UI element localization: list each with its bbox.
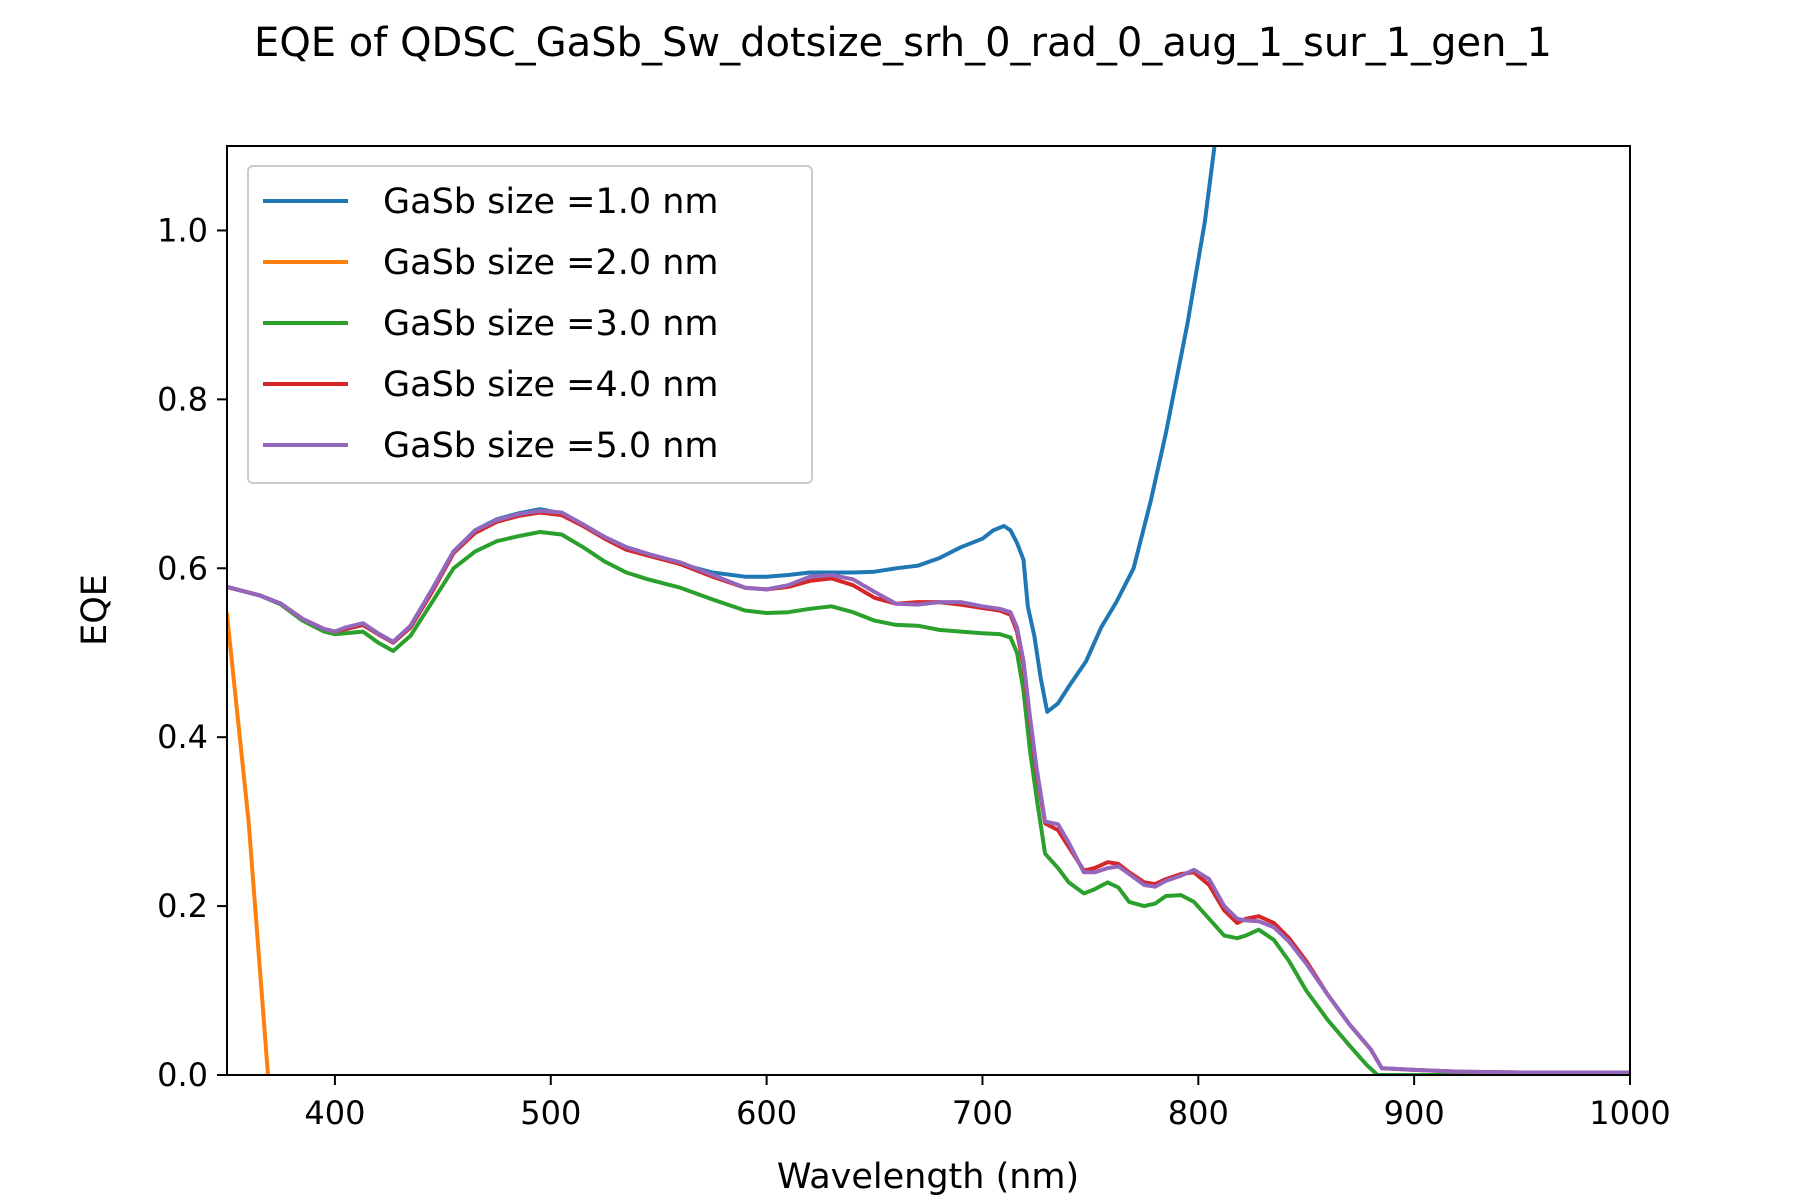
- chart-title: EQE of QDSC_GaSb_Sw_dotsize_srh_0_rad_0_…: [254, 20, 1552, 66]
- legend-label: GaSb size =4.0 nm: [383, 365, 719, 405]
- legend: GaSb size =1.0 nm GaSb size =2.0 nm GaSb s…: [247, 165, 813, 484]
- y-tick-label: 0.4: [157, 718, 208, 756]
- x-axis-label: Wavelength (nm): [777, 1157, 1079, 1197]
- y-tick-label: 0.8: [157, 380, 208, 418]
- x-tick-label: 400: [304, 1094, 365, 1132]
- legend-label: GaSb size =1.0 nm: [383, 182, 719, 222]
- y-tick-label: 0.2: [157, 887, 208, 925]
- legend-label: GaSb size =5.0 nm: [383, 426, 719, 466]
- x-tick-label: 700: [952, 1094, 1013, 1132]
- y-axis: 0.0 0.2 0.4 0.6 0.8 1.0: [157, 211, 227, 1094]
- y-tick-label: 0.6: [157, 549, 208, 587]
- x-tick-label: 600: [736, 1094, 797, 1132]
- x-tick-label: 900: [1384, 1094, 1445, 1132]
- series-line-5: [227, 508, 1630, 1075]
- x-tick-label: 1000: [1589, 1094, 1670, 1132]
- legend-box: [247, 165, 813, 484]
- legend-label: GaSb size =2.0 nm: [383, 243, 719, 283]
- plot-frame: [226, 145, 1631, 1076]
- series-line-2: [227, 612, 271, 1075]
- x-tick-label: 500: [520, 1094, 581, 1132]
- y-tick-label: 1.0: [157, 211, 208, 249]
- y-tick-label: 0.0: [157, 1056, 208, 1094]
- x-tick-label: 800: [1168, 1094, 1229, 1132]
- series-layer: [227, 146, 1630, 1075]
- series-line-3: [227, 530, 1630, 1075]
- y-axis-label: EQE: [75, 574, 115, 646]
- x-axis: 400 500 600 700 800 900 1000: [304, 1075, 1671, 1132]
- legend-label: GaSb size =3.0 nm: [383, 304, 719, 344]
